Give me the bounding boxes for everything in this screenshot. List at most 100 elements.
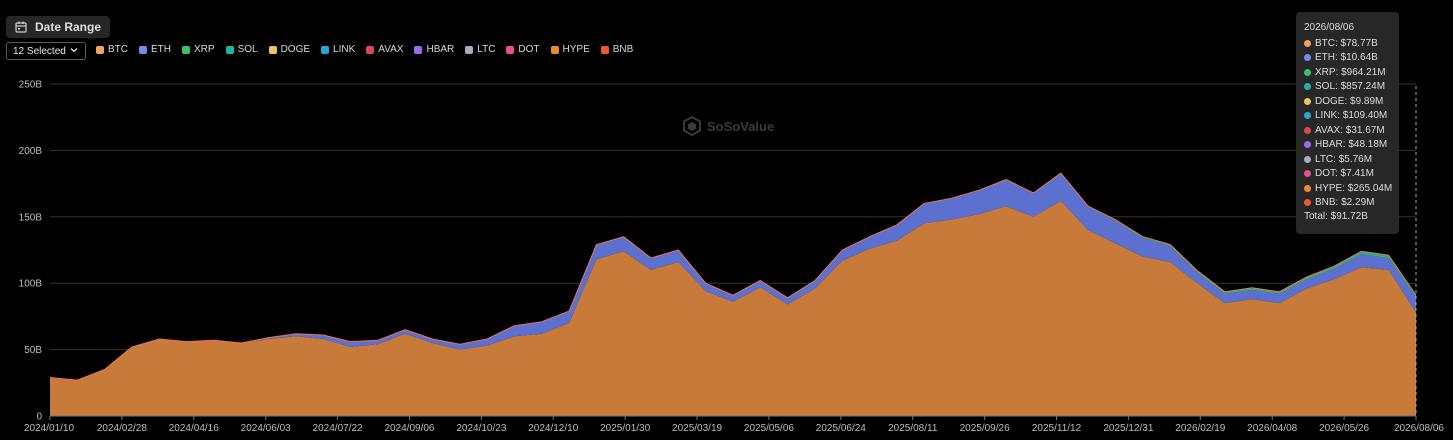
tooltip-dot [1304,141,1311,149]
x-tick-label: 2025/06/24 [816,423,866,434]
legend-item-ltc[interactable]: LTC [465,44,495,55]
tooltip-dot [1304,68,1311,76]
tooltip-dot [1304,155,1311,163]
x-tick-label: 2024/12/10 [528,423,578,434]
sosovalue-logo-icon [683,116,701,136]
x-tick-label: 2024/04/16 [169,423,219,434]
x-tick-label: 2025/05/06 [744,423,794,434]
date-range-label: Date Range [35,20,102,34]
legend-label: LTC [477,44,496,55]
tooltip-row-text: HYPE: $265.04M [1315,182,1393,194]
y-tick-label: 50B [24,345,42,356]
y-tick-label: 250B [19,80,43,91]
chevron-down-icon [70,48,78,53]
tooltip-row: XRP: $964.21M [1304,65,1399,80]
legend-swatch [96,45,104,54]
legend-swatch [225,45,234,54]
legend-swatch [465,45,474,54]
legend-label: LINK [333,44,356,55]
x-tick-label: 2025/12/31 [1103,423,1153,434]
y-tick-label: 0 [36,412,42,423]
date-range-button[interactable]: Date Range [6,16,110,38]
legend-item-avax[interactable]: AVAX [366,44,403,55]
tooltip-row-text: BTC: $78.77B [1315,37,1378,49]
x-tick-label: 2025/03/19 [672,423,722,434]
legend-swatch [550,45,559,54]
legend-swatch [268,45,277,54]
legend-label: HBAR [426,44,455,55]
legend-label: XRP [194,44,215,55]
tooltip-dot [1304,54,1311,62]
legend-item-xrp[interactable]: XRP [182,44,215,55]
chart-legend: BTC ETH XRP SOL DOGE LINK AVAX HBAR LTC DOT HYPE BN… [96,44,644,55]
tooltip-date: 2026/08/06 [1304,22,1355,33]
y-tick-label: 100B [19,279,43,290]
x-tick-label: 2026/04/08 [1247,423,1297,434]
legend-item-bnb[interactable]: BNB [600,44,634,55]
tooltip-row-text: LTC: $5.76M [1315,153,1373,165]
y-tick-label: 150B [19,212,43,223]
tooltip-dot [1304,112,1311,120]
tooltip-dot [1304,199,1311,207]
legend-label: DOT [518,44,540,55]
tooltip-dot [1304,97,1311,105]
tooltip-row: DOGE: $9.89M [1304,94,1399,109]
x-tick-label: 2024/09/06 [384,423,434,434]
tooltip-row-text: HBAR: $48.18M [1315,139,1388,151]
tooltip-row: DOT: $7.41M [1304,167,1399,182]
legend-item-hbar[interactable]: HBAR [414,44,454,55]
legend-label: BNB [612,44,634,55]
legend-item-hype[interactable]: HYPE [550,44,590,55]
calendar-icon [15,21,27,33]
legend-item-dot[interactable]: DOT [506,44,540,55]
tooltip-dot [1304,126,1311,134]
legend-item-eth[interactable]: ETH [139,44,171,55]
legend-label: SOL [237,44,258,55]
tooltip-total: Total: $91.72B [1304,211,1368,222]
asset-select-label: 12 Selected [13,45,66,57]
x-tick-label: 2024/01/10 [24,423,74,434]
x-tick-label: 2024/10/23 [456,423,506,434]
x-tick-label: 2025/01/30 [600,423,650,434]
tooltip-row: HYPE: $265.04M [1304,181,1399,196]
asset-select-dropdown[interactable]: 12 Selected [6,42,86,60]
tooltip-row: HBAR: $48.18M [1304,138,1399,153]
legend-item-doge[interactable]: DOGE [268,44,310,55]
x-tick-label: 2025/08/11 [888,423,938,434]
legend-swatch [600,45,609,54]
legend-label: HYPE [562,44,590,55]
legend-swatch [414,45,423,54]
tooltip-row-text: LINK: $109.40M [1315,110,1388,122]
tooltip-row: LINK: $109.40M [1304,109,1399,124]
legend-swatch [366,45,375,54]
tooltip-dot [1304,170,1311,178]
tooltip-row-text: ETH: $10.64B [1315,52,1378,64]
legend-swatch [321,45,330,54]
tooltip-row: ETH: $10.64B [1304,51,1399,66]
tooltip-dot [1304,39,1311,47]
legend-item-btc[interactable]: BTC [96,44,128,55]
tooltip-dot [1304,83,1311,91]
tooltip-dot [1304,184,1311,192]
legend-swatch [506,45,515,54]
legend-label: ETH [151,44,171,55]
tooltip-row: BTC: $78.77B [1304,36,1399,51]
x-tick-label: 2025/11/12 [1032,423,1082,434]
watermark-logo: SoSoValue [682,116,774,136]
legend-item-sol[interactable]: SOL [225,44,258,55]
tooltip-row: LTC: $5.76M [1304,152,1399,167]
area-series-btc [50,200,1416,416]
y-tick-label: 200B [19,146,43,157]
legend-label: BTC [108,44,128,55]
x-tick-label: 2026/02/19 [1175,423,1225,434]
tooltip-row: SOL: $857.24M [1304,80,1399,95]
x-tick-label: 2024/07/22 [313,423,363,434]
watermark-text: SoSoValue [707,118,775,134]
chart-tooltip: 2026/08/06 BTC: $78.77B ETH: $10.64B XRP: … [1296,12,1399,234]
legend-swatch [139,45,147,54]
tooltip-row-text: DOGE: $9.89M [1315,95,1384,107]
x-tick-label: 2026/05/26 [1319,423,1369,434]
legend-item-link[interactable]: LINK [321,44,355,55]
x-tick-label: 2025/09/26 [960,423,1010,434]
